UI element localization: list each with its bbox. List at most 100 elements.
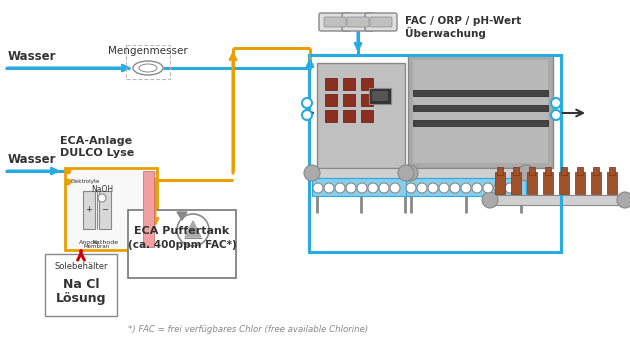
Text: Wasser: Wasser — [8, 50, 57, 63]
Circle shape — [428, 183, 438, 193]
Bar — [529, 167, 535, 175]
Circle shape — [346, 183, 356, 193]
Text: Membran: Membran — [84, 244, 110, 249]
Bar — [413, 120, 548, 126]
Text: *) FAC = frei verfügbares Chlor (free available Chlorine): *) FAC = frei verfügbares Chlor (free av… — [128, 325, 369, 334]
Bar — [577, 167, 583, 175]
Text: Kathode: Kathode — [92, 240, 118, 245]
Circle shape — [505, 183, 515, 193]
Circle shape — [302, 110, 312, 120]
Ellipse shape — [139, 64, 157, 72]
Circle shape — [304, 165, 320, 181]
Bar — [413, 60, 548, 163]
Bar — [545, 167, 551, 175]
Text: Na Cl: Na Cl — [63, 278, 100, 291]
Bar — [609, 167, 615, 175]
Circle shape — [461, 183, 471, 193]
Text: FAC / ORP / pH-Wert: FAC / ORP / pH-Wert — [405, 16, 521, 26]
Text: Elektrolyte: Elektrolyte — [71, 179, 100, 184]
Bar — [408, 55, 553, 168]
Circle shape — [402, 165, 418, 181]
Bar — [99, 191, 111, 229]
Circle shape — [551, 98, 561, 108]
Bar — [495, 172, 505, 194]
Circle shape — [368, 183, 378, 193]
Circle shape — [494, 183, 504, 193]
Bar — [527, 172, 537, 194]
Bar — [406, 168, 526, 178]
Circle shape — [417, 183, 427, 193]
Bar — [490, 195, 625, 205]
Circle shape — [65, 179, 71, 185]
Bar — [312, 178, 410, 196]
Bar — [543, 172, 553, 194]
Circle shape — [482, 192, 498, 208]
Bar — [325, 78, 337, 90]
Circle shape — [357, 183, 367, 193]
Polygon shape — [177, 212, 187, 220]
Text: Lösung: Lösung — [55, 292, 106, 305]
Text: +: + — [86, 206, 93, 214]
FancyBboxPatch shape — [365, 13, 397, 31]
Bar — [343, 110, 355, 122]
Bar — [497, 167, 503, 175]
Bar — [607, 172, 617, 194]
Bar — [561, 167, 567, 175]
Bar — [591, 172, 601, 194]
Bar — [325, 94, 337, 106]
Circle shape — [98, 194, 106, 202]
Text: Solebehälter: Solebehälter — [54, 262, 108, 271]
Circle shape — [472, 183, 482, 193]
Circle shape — [450, 183, 460, 193]
Bar — [317, 63, 405, 168]
Bar — [361, 110, 373, 122]
Bar — [361, 78, 373, 90]
Bar — [511, 172, 521, 194]
Text: Überwachung: Überwachung — [405, 27, 486, 39]
Bar — [413, 105, 548, 111]
Bar — [143, 171, 154, 247]
Text: ECA-Anlage: ECA-Anlage — [60, 136, 132, 146]
Bar — [309, 55, 561, 252]
Text: (ca. 400ppm FAC*): (ca. 400ppm FAC*) — [128, 240, 236, 250]
FancyBboxPatch shape — [370, 17, 392, 27]
Bar — [128, 210, 236, 278]
Circle shape — [177, 214, 209, 246]
Circle shape — [302, 98, 312, 108]
Bar — [312, 168, 410, 178]
Ellipse shape — [133, 61, 163, 75]
Text: Wasser: Wasser — [8, 153, 57, 166]
Text: DULCO Lyse: DULCO Lyse — [60, 148, 134, 158]
Circle shape — [398, 165, 414, 181]
Text: ECA Puffertank: ECA Puffertank — [134, 226, 229, 236]
Circle shape — [483, 183, 493, 193]
Bar — [361, 94, 373, 106]
Circle shape — [324, 183, 334, 193]
Bar — [575, 172, 585, 194]
Circle shape — [335, 183, 345, 193]
Bar — [343, 94, 355, 106]
Text: Anode: Anode — [79, 240, 99, 245]
FancyBboxPatch shape — [347, 17, 369, 27]
Text: −: − — [101, 206, 108, 214]
Bar — [45, 254, 117, 316]
FancyBboxPatch shape — [319, 13, 351, 31]
Circle shape — [65, 168, 71, 174]
Bar — [513, 167, 519, 175]
Circle shape — [617, 192, 630, 208]
Bar — [372, 91, 388, 101]
Bar — [325, 110, 337, 122]
Text: NaOH: NaOH — [91, 186, 113, 194]
Circle shape — [313, 183, 323, 193]
Bar — [413, 90, 548, 96]
Circle shape — [551, 110, 561, 120]
Circle shape — [439, 183, 449, 193]
Bar — [559, 172, 569, 194]
Text: Mengenmesser: Mengenmesser — [108, 46, 188, 56]
Bar — [65, 168, 157, 250]
Circle shape — [390, 183, 400, 193]
Circle shape — [518, 165, 534, 181]
Bar — [369, 88, 391, 104]
Circle shape — [406, 183, 416, 193]
Circle shape — [379, 183, 389, 193]
